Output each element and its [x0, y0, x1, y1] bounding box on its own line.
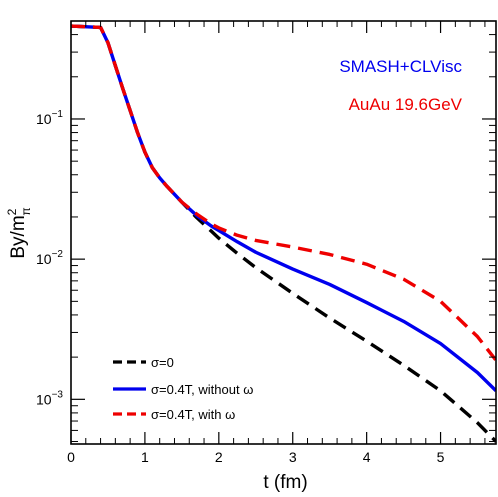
legend: σ=0 σ=0.4T, without ω σ=0.4T, with ω [113, 355, 253, 422]
series-line-2 [71, 24, 496, 362]
y-tick-label: 10−2 [36, 249, 63, 267]
series-lines [71, 24, 496, 443]
legend-label-2: σ=0.4T, with ω [151, 407, 235, 422]
x-tick-label: 0 [67, 449, 75, 465]
y-tick-label: 10−1 [36, 109, 63, 127]
series-line-0 [71, 24, 496, 443]
x-axis-title: t (fm) [263, 472, 307, 493]
y-axis-title: By/m2π [5, 207, 33, 258]
legend-label-0: σ=0 [151, 355, 174, 370]
annotation-1: AuAu 19.6GeV [349, 95, 463, 114]
annotations: SMASH+CLVisc AuAu 19.6GeV [339, 57, 462, 114]
x-tick-label: 3 [289, 449, 297, 465]
x-tick-label: 5 [437, 449, 445, 465]
x-tick-label: 1 [141, 449, 149, 465]
annotation-0: SMASH+CLVisc [339, 57, 462, 76]
y-tick-label: 10−3 [36, 389, 63, 407]
x-tick-label: 4 [363, 449, 371, 465]
plot-frame [70, 20, 497, 445]
axis-ticks: 0 1 2 3 4 5 10−3 10−2 10−1 [36, 20, 496, 465]
series-line-1 [71, 24, 496, 393]
legend-label-1: σ=0.4T, without ω [151, 382, 253, 397]
x-tick-label: 2 [215, 449, 223, 465]
